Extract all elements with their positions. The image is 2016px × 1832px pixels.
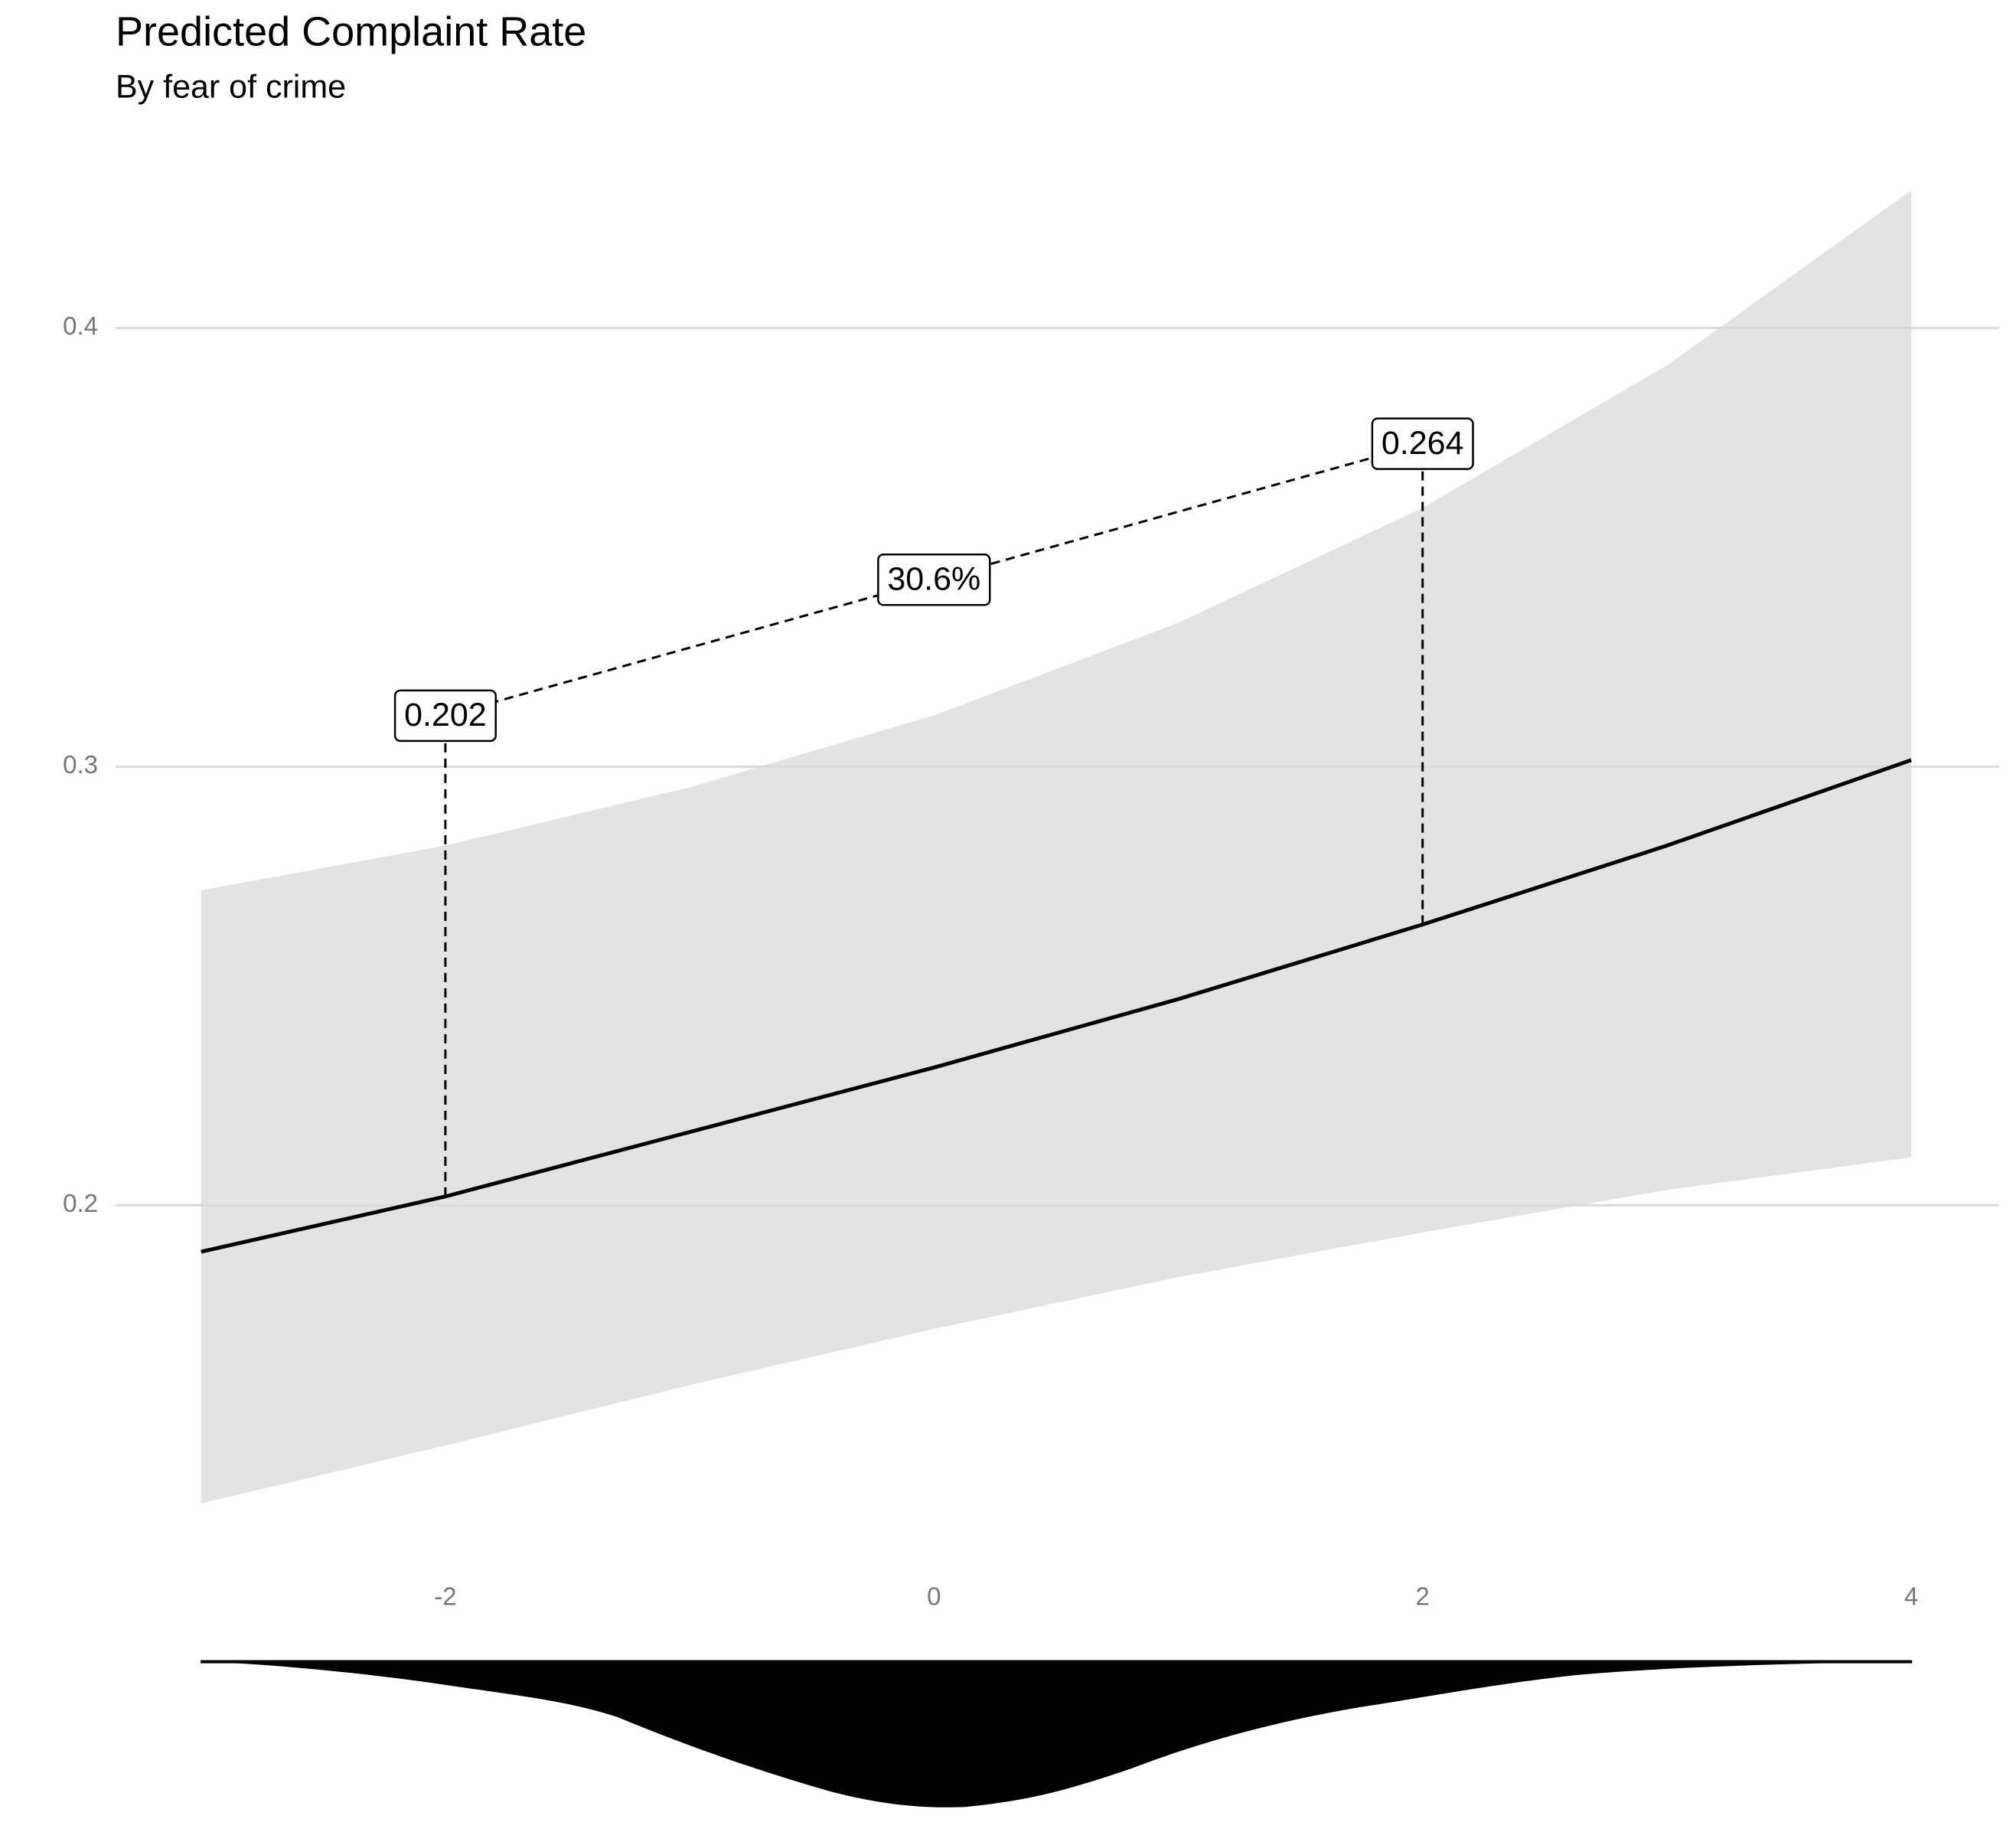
- y-tick-label: 0.4: [63, 312, 98, 340]
- chart-title: Predicted Complaint Rate: [116, 8, 586, 54]
- y-tick-label: 0.3: [63, 750, 98, 779]
- label-text: 0.202: [404, 697, 487, 733]
- chart-subtitle: By fear of crime: [116, 68, 346, 105]
- value-label: 0.264: [1371, 417, 1474, 470]
- label-text: 0.264: [1382, 425, 1464, 462]
- x-tick-label: -2: [434, 1582, 456, 1611]
- value-label: 0.202: [393, 689, 497, 743]
- x-tick-label: 2: [1416, 1582, 1430, 1611]
- y-tick-label: 0.2: [63, 1189, 98, 1217]
- label-text: 30.6%: [887, 561, 980, 598]
- x-tick-label: 4: [1904, 1582, 1918, 1611]
- density-strip: [201, 1660, 1913, 1808]
- label-box: [1371, 417, 1474, 470]
- confidence-band: [201, 190, 1912, 1504]
- x-tick-label: 0: [927, 1582, 941, 1611]
- label-box: [393, 689, 497, 743]
- label-box: [877, 554, 991, 606]
- density-shape: [201, 1661, 1913, 1808]
- plot-area: 0.2 0.3 0.4 -2 0 2 4 0.202 0.264 30.6%: [63, 190, 1999, 1611]
- line: [201, 758, 1912, 1254]
- change-label: 30.6%: [877, 554, 991, 606]
